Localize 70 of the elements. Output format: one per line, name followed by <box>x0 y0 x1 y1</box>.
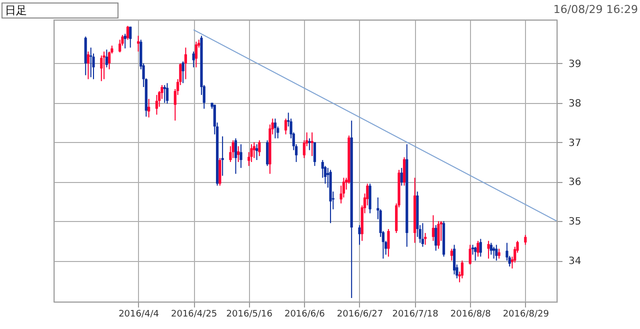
candlestick <box>434 224 438 252</box>
candlestick <box>218 158 222 186</box>
text: 16/08/29 16:29 <box>553 3 638 16</box>
candlestick <box>498 248 500 260</box>
candlestick <box>452 244 456 275</box>
candlestick <box>86 51 90 80</box>
candlestick <box>255 144 258 161</box>
candlestick <box>487 240 490 260</box>
candlestick <box>476 240 480 258</box>
candlestick <box>258 140 261 157</box>
candlestick <box>450 248 453 262</box>
x-tick-label: 2016/8/8 <box>450 310 492 320</box>
x-tick-label: 2016/4/25 <box>171 310 218 320</box>
candlestick <box>468 244 472 266</box>
candlestick <box>194 41 198 68</box>
candlestick <box>148 98 150 118</box>
x-tick-label: 2016/5/16 <box>226 310 273 320</box>
candlestick <box>192 51 195 68</box>
candlestick <box>234 138 238 174</box>
candlestick <box>308 138 311 151</box>
candlestick <box>266 140 269 166</box>
candlestick <box>250 144 253 162</box>
x-tick-label: 2016/6/6 <box>284 310 326 320</box>
candlestick <box>284 118 288 135</box>
candlestick <box>182 60 184 84</box>
candlestick <box>313 142 316 166</box>
candlestick <box>402 156 406 186</box>
x-tick-label: 2016/8/29 <box>502 310 550 320</box>
candlestick <box>432 214 435 242</box>
candlestick <box>252 142 256 159</box>
candlestick <box>358 224 361 246</box>
candlestick <box>368 183 372 214</box>
candlestick <box>460 260 464 279</box>
candlestick <box>479 238 482 258</box>
candlestick <box>221 136 224 176</box>
candlestick <box>105 49 108 68</box>
candlestick <box>524 234 527 246</box>
candlestick <box>495 244 498 262</box>
candlestick <box>274 118 277 139</box>
y-tick-label: 36 <box>568 177 582 188</box>
x-tick-label: 2016/6/27 <box>336 310 384 320</box>
x-tick-label: 2016/7/18 <box>392 310 439 320</box>
y-tick-label: 39 <box>568 58 582 70</box>
candlestick <box>424 232 427 246</box>
y-tick-label: 34 <box>568 256 582 268</box>
candlestick <box>163 84 166 104</box>
candlestick <box>421 222 424 248</box>
candlestick <box>310 132 314 157</box>
y-tick-label: 38 <box>568 98 582 110</box>
text: 日足 <box>5 4 27 17</box>
candlestick <box>102 51 106 80</box>
candlestick <box>155 94 158 116</box>
candlestick <box>237 146 240 162</box>
candlestick <box>474 246 477 262</box>
x-tick-label: 2016/4/4 <box>118 310 160 320</box>
candlestick <box>471 244 474 256</box>
candlestick <box>240 144 242 168</box>
candlestick <box>118 39 122 53</box>
y-tick-label: 37 <box>568 138 582 149</box>
candlestick <box>232 140 234 159</box>
candlestick <box>184 47 187 80</box>
candlestick <box>387 228 390 258</box>
candlestick <box>400 167 403 186</box>
y-tick-label: 35 <box>568 216 582 228</box>
candlestick <box>166 82 169 104</box>
candlestick <box>100 54 103 82</box>
candlestick <box>437 220 440 250</box>
candlestick <box>124 33 126 49</box>
candlestick <box>126 25 130 40</box>
candlestick <box>129 26 132 48</box>
